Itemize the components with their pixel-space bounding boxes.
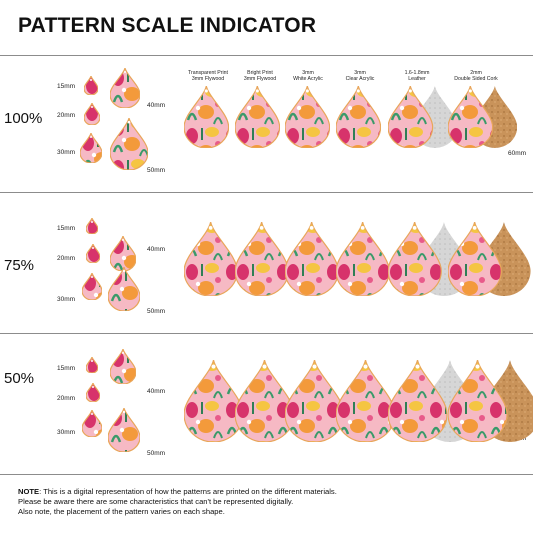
size-label-15: 15mm [57,225,76,232]
size-label-15: 15mm [57,83,76,90]
material-label-white-acrylic: 3mm White Acrylic [293,70,323,82]
size-label-50: 50mm [147,308,166,315]
size-swatch [110,118,148,170]
size-label-20: 20mm [57,255,76,262]
page-title: PATTERN SCALE INDICATOR [18,14,317,37]
size-swatch [108,267,140,311]
note-text: NOTE: This is a digital representation o… [18,487,337,516]
material-swatch-cork [448,86,518,148]
divider [0,474,533,475]
material-swatch [336,222,390,296]
size-label-60: 60mm [508,150,527,157]
size-swatch [110,236,136,271]
size-label-50: 50mm [147,167,166,174]
material-swatch [235,86,280,148]
size-swatch [86,244,100,263]
material-label-transparent: Transparent Print 3mm Flywood [188,70,228,82]
material-swatch-leather [388,86,458,148]
size-swatch [110,349,136,384]
size-swatch [84,103,100,125]
size-label-40: 40mm [147,102,166,109]
material-label-cork: 2mm Double Sided Cork [454,70,498,82]
material-swatch [184,86,229,148]
size-swatch [86,357,98,373]
scale-label-100: 100% [4,110,43,127]
size-label-40: 40mm [147,388,166,395]
size-label-20: 20mm [57,112,76,119]
material-swatch [184,360,244,442]
size-label-15: 15mm [57,365,76,372]
material-swatch [285,222,339,296]
material-label-bright: Bright Print 3mm Flywood [243,70,277,82]
material-swatch [336,86,381,148]
size-swatch [110,68,140,108]
scale-label-75: 75% [4,257,35,274]
size-swatch [82,273,102,300]
material-swatch [336,360,396,442]
size-label-30: 30mm [57,429,76,436]
material-swatch [235,222,289,296]
material-label-leather: 1.6-1.8mm Leather [404,70,430,82]
size-swatch [108,408,140,452]
size-swatch [84,76,98,95]
material-swatch [285,360,345,442]
material-swatch-cork [448,222,531,296]
size-swatch [80,133,102,163]
size-swatch [86,383,100,402]
size-swatch [82,410,102,437]
material-label-clear-acrylic: 3mm Clear Acrylic [345,70,375,82]
size-label-20: 20mm [57,395,76,402]
size-swatch [86,218,98,234]
material-swatch-cork [448,360,533,442]
size-label-50: 50mm [147,450,166,457]
material-swatch [184,222,238,296]
size-label-30: 30mm [57,149,76,156]
material-swatch [235,360,295,442]
size-label-30: 30mm [57,296,76,303]
size-label-40: 40mm [147,246,166,253]
material-swatch [285,86,330,148]
scale-label-50: 50% [4,370,35,387]
